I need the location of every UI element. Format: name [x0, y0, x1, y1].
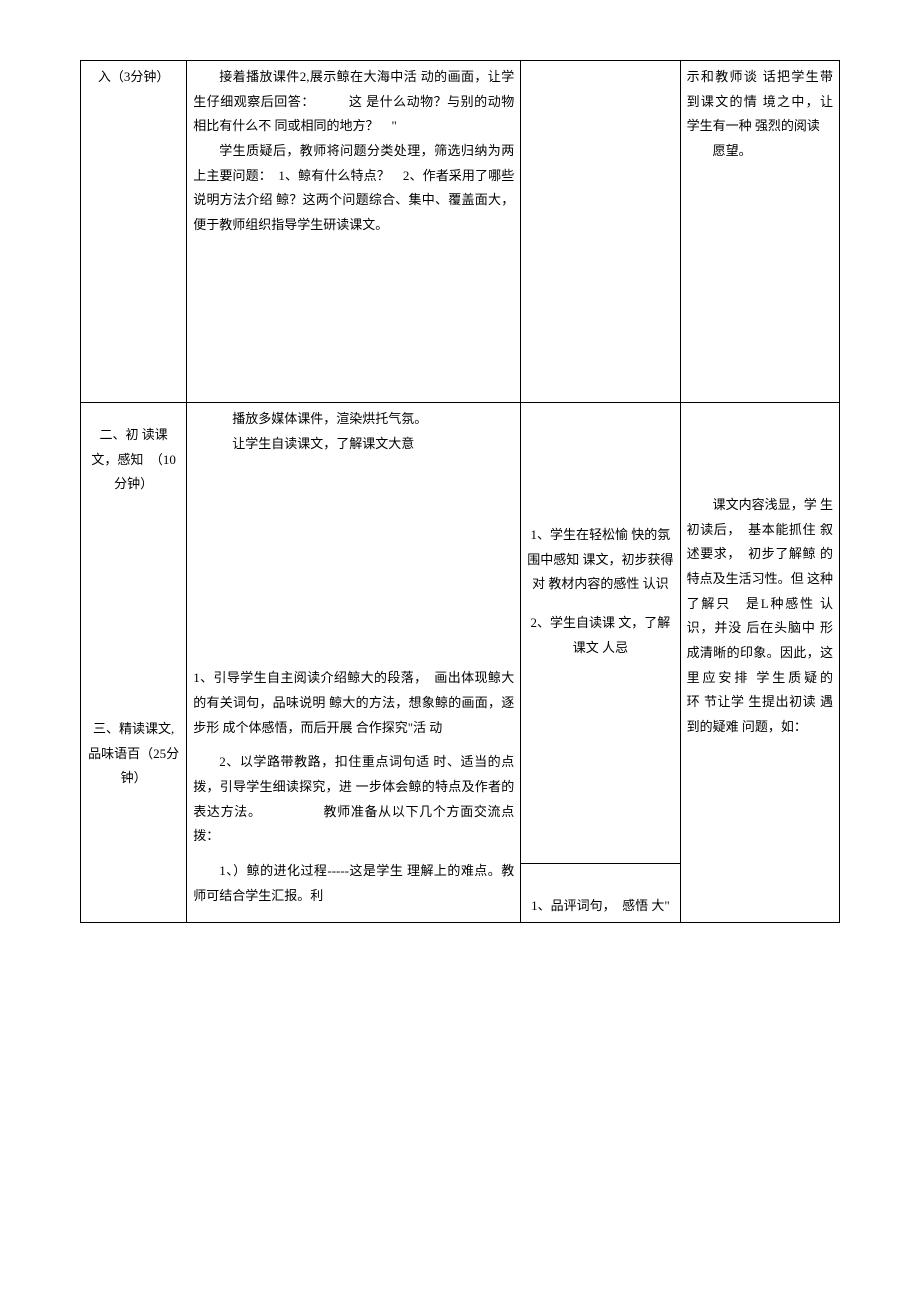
spacer [87, 497, 180, 597]
spacer [193, 456, 514, 656]
cell-r2-c3: 1、学生在轻松愉 快的氛围中感知 课文，初步获得对 教材内容的感性 认识 2、学… [521, 402, 680, 863]
spacer [193, 238, 514, 398]
cell-r1-c2: 接着播放课件2,展示鲸在大海中活 动的画面，让学生仔细观察后回答： 这 是什么动… [187, 61, 521, 403]
r2c2-p1: 播放多媒体课件，渲染烘托气氛。 [193, 407, 514, 432]
r3c2-p2: 2、以学路带教路，扣住重点词句适 时、适当的点拨，引导学生细读探究，进 一步体会… [193, 750, 514, 849]
r1c4-p2: 愿望。 [687, 139, 833, 164]
cell-r1-c1: 入（3分钟） [81, 61, 187, 403]
stage-2-label: 二、初 读课文，感知 （10分钟） [87, 423, 180, 497]
document-table: 入（3分钟） 接着播放课件2,展示鲸在大海中活 动的画面，让学生仔细观察后回答：… [80, 60, 840, 923]
r2c2-p2: 让学生自读课文，了解课文大意 [193, 432, 514, 457]
stage-1-label: 入（3分钟） [98, 69, 170, 84]
stage-3-label: 三、精读课文,品味语百（25分钟） [87, 717, 180, 791]
r3c2-p3: 1、）鲸的进化过程-----这是学生 理解上的难点。教师可结合学生汇报。利 [193, 859, 514, 908]
r1c2-p2: 学生质疑后，教师将问题分类处理，筛选归纳为两上主要问题： 1、鲸有什么特点？ 2… [193, 139, 514, 238]
r3c2-p1: 1、引导学生自主阅读介绍鲸大的段落， 画出体现鲸大的有关词句，品味说明 鲸大的方… [193, 666, 514, 740]
r2c3-p2: 2、学生自读课 文，了解课文 人忌 [527, 611, 673, 660]
cell-r1-c4: 示和教师谈 话把学生带 到课文的情 境之中，让 学生有一种 强烈的阅读 愿望。 [680, 61, 839, 403]
cell-r1-c3 [521, 61, 680, 403]
r3c3-p1: 1、品评词句， 感悟 大" [527, 894, 673, 919]
cell-r2-c1: 二、初 读课文，感知 （10分钟） 三、精读课文,品味语百（25分钟） [81, 402, 187, 923]
cell-r2-c2: 播放多媒体课件，渲染烘托气氛。 让学生自读课文，了解课文大意 1、引导学生自主阅… [187, 402, 521, 923]
r1c2-p1: 接着播放课件2,展示鲸在大海中活 动的画面，让学生仔细观察后回答： 这 是什么动… [193, 65, 514, 139]
cell-r2-c4: 课文内容浅显，学 生初读后， 基本能抓住 叙述要求， 初步了解鲸 的特点及生活习… [680, 402, 839, 923]
r2c4-p1: 课文内容浅显，学 生初读后， 基本能抓住 叙述要求， 初步了解鲸 的特点及生活习… [687, 493, 833, 740]
spacer [87, 597, 180, 717]
r1c4-p1: 示和教师谈 话把学生带 到课文的情 境之中，让 学生有一种 强烈的阅读 [687, 65, 833, 139]
r2c3-p1: 1、学生在轻松愉 快的氛围中感知 课文，初步获得对 教材内容的感性 认识 [527, 523, 673, 597]
cell-r3-c3: 1、品评词句， 感悟 大" [521, 864, 680, 923]
